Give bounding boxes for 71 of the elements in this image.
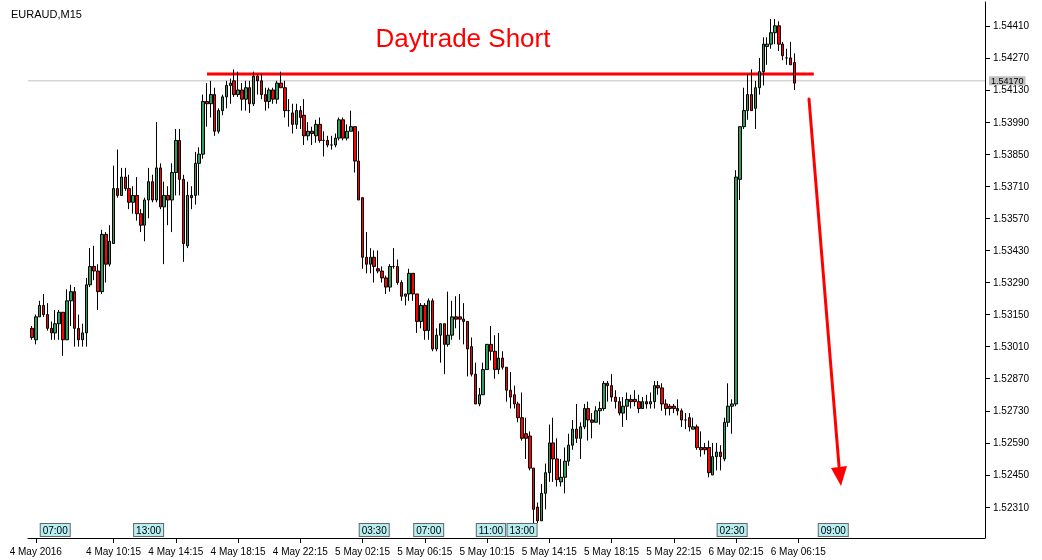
y-tick-label: 1.53290: [993, 276, 1030, 288]
candlestick: [707, 440, 711, 478]
x-tick-label: 5 May 14:15: [521, 545, 578, 557]
x-tick-label: 5 May 22:15: [646, 545, 702, 557]
candlestick: [194, 151, 197, 206]
y-tick-label: 1.53570: [993, 212, 1030, 224]
y-tick-label: 1.53010: [993, 341, 1030, 353]
candlestick: [684, 412, 687, 430]
candlestick: [497, 332, 500, 375]
candlestick: [586, 401, 590, 442]
candlestick: [407, 268, 411, 302]
candlestick: [53, 309, 57, 341]
x-tick-label: 5 May 06:15: [397, 545, 453, 557]
candlestick: [267, 87, 271, 109]
annotation: 07:00: [416, 524, 442, 536]
x-tick-label: 5 May 02:15: [335, 545, 391, 557]
candlestick: [641, 396, 644, 410]
candlestick: [509, 371, 512, 410]
text: EURAUD,M15: [11, 7, 82, 20]
x-tick-label: 4 May 2016: [9, 545, 63, 557]
y-tick-label: 1.53150: [993, 309, 1030, 321]
annotation: 13:00: [136, 524, 162, 536]
candlestick: [244, 80, 248, 112]
y-tick-label: 1.53850: [993, 148, 1030, 160]
candlestick: [372, 249, 376, 283]
candlestick: [688, 412, 691, 432]
candlestick: [458, 293, 462, 341]
text: Daytrade Short: [375, 23, 552, 53]
candlestick: [660, 382, 664, 412]
annotation: 11:00: [478, 524, 504, 536]
candlestick: [291, 103, 294, 135]
y-tick-label: 1.53990: [993, 116, 1030, 128]
annotation: 03:30: [361, 524, 388, 536]
candlestick: [295, 103, 298, 130]
y-tick-label: 1.54270: [993, 52, 1030, 64]
candlestick: [668, 403, 672, 416]
x-tick-label: 6 May 02:15: [708, 545, 764, 557]
candlestick: [73, 286, 76, 348]
annotation: 02:30: [719, 524, 746, 536]
x-tick-label: 5 May 18:15: [584, 545, 640, 557]
candlestick: [637, 394, 641, 414]
candlestick: [423, 302, 427, 341]
candlestick: [672, 403, 676, 414]
y-tick-label: 1.52310: [993, 501, 1030, 513]
candlestick: [341, 117, 345, 141]
candlestick: [551, 417, 555, 483]
annotation: 09:00: [820, 524, 847, 536]
x-tick-label: 6 May 06:15: [770, 545, 827, 557]
ref-line-label: 1.54170: [991, 75, 1024, 86]
candlestick: [431, 298, 434, 352]
y-tick-label: 1.52590: [993, 437, 1030, 449]
x-tick-label: 4 May 10:15: [86, 545, 142, 557]
annotation: 07:00: [42, 524, 69, 536]
y-tick-label: 1.54410: [993, 20, 1030, 32]
candlestick: [621, 396, 625, 428]
candlestick: [314, 119, 318, 144]
candlestick: [302, 98, 306, 146]
y-tick-label: 1.53430: [993, 244, 1030, 256]
y-tick-label: 1.52870: [993, 373, 1030, 385]
y-tick-label: 1.52450: [993, 469, 1030, 481]
x-tick-label: 4 May 22:15: [272, 545, 329, 557]
y-tick-label: 1.54130: [993, 84, 1030, 96]
y-tick-label: 1.52730: [993, 405, 1030, 417]
candlestick: [653, 380, 656, 410]
candlestick: [645, 394, 648, 410]
candlestick: [711, 442, 714, 476]
annotation: 13:00: [509, 524, 536, 536]
x-tick-label: 4 May 14:15: [148, 545, 204, 557]
x-tick-label: 4 May 18:15: [210, 545, 267, 557]
x-tick-label: 5 May 10:15: [459, 545, 515, 557]
y-tick-label: 1.53710: [993, 180, 1030, 192]
